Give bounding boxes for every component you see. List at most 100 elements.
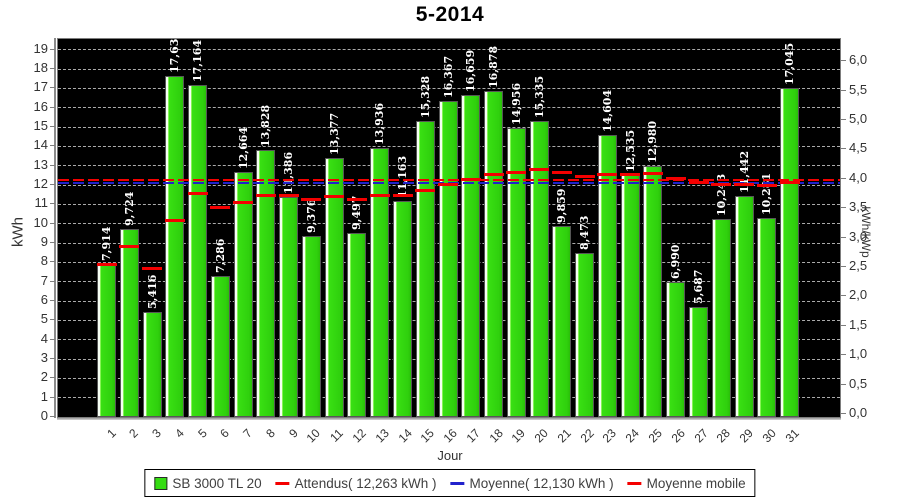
bar-value-label: 6,990 xyxy=(669,244,683,279)
y-tick-label: 17 xyxy=(33,79,48,95)
bar-value-label: 9,859 xyxy=(555,188,569,223)
x-tick-label: 9 xyxy=(285,426,301,441)
y-tick-label: 3,0 xyxy=(849,228,868,244)
moyenne-mobile-segment xyxy=(734,183,755,187)
bar-value-label: 11,386 xyxy=(282,151,296,194)
moyenne-mobile-segment xyxy=(392,194,413,198)
bar xyxy=(757,218,777,417)
bar-value-label: 15,335 xyxy=(532,75,546,118)
bar xyxy=(210,276,230,417)
x-tick-label: 12 xyxy=(349,426,369,446)
x-tick-label: 15 xyxy=(417,426,438,446)
y-tick-mark xyxy=(841,89,846,91)
x-tick-label: 2 xyxy=(126,426,142,441)
x-tick-label: 31 xyxy=(782,426,802,446)
y-tick-mark xyxy=(50,48,55,50)
legend-label: Moyenne mobile xyxy=(646,475,746,491)
bar xyxy=(552,226,572,417)
y-tick-label: 2 xyxy=(40,369,48,385)
y-tick-label: 6 xyxy=(40,292,48,308)
bar xyxy=(370,148,390,417)
x-tick-label: 30 xyxy=(759,426,779,446)
bar-value-label: 8,473 xyxy=(578,215,592,250)
y-tick-label: 1,0 xyxy=(849,346,868,362)
y-tick-label: 5 xyxy=(40,311,48,327)
bar xyxy=(643,166,663,417)
y-tick-label: 9 xyxy=(40,234,48,250)
bar-value-label: 14,956 xyxy=(509,82,523,125)
y-tick-label: 3 xyxy=(40,350,48,365)
bar-value-label: 12,535 xyxy=(623,129,637,172)
bar xyxy=(438,101,458,417)
moyenne-mobile-segment xyxy=(756,184,777,188)
y-tick-mark xyxy=(50,222,55,224)
x-tick-label: 6 xyxy=(217,426,233,441)
chart-title: 5-2014 xyxy=(415,3,485,26)
moyenne-mobile-segment xyxy=(119,245,140,249)
y-tick-mark xyxy=(841,324,846,326)
x-tick-label: 18 xyxy=(486,426,506,446)
moyenne-mobile-segment xyxy=(620,172,641,176)
moyenne-mobile-segment xyxy=(187,191,208,195)
bar xyxy=(529,121,549,417)
moyenne-mobile-segment xyxy=(301,198,322,202)
bar xyxy=(711,219,731,417)
x-tick-label: 14 xyxy=(395,426,415,446)
bar xyxy=(347,233,367,417)
moyenne-mobile-segment xyxy=(415,189,436,193)
bar xyxy=(689,307,709,417)
x-tick-label: 17 xyxy=(463,426,483,446)
bar xyxy=(279,197,299,417)
left-axis-line xyxy=(54,38,56,418)
bar xyxy=(301,236,321,417)
bar xyxy=(484,91,504,417)
x-tick-label: 24 xyxy=(622,426,643,446)
y-tick-mark xyxy=(50,261,55,263)
y-tick-label: 15 xyxy=(33,118,48,134)
bar xyxy=(780,88,800,417)
y-tick-label: 2,5 xyxy=(849,258,868,273)
y-tick-label: 0,5 xyxy=(849,375,868,391)
bar-value-label: 13,828 xyxy=(259,104,273,147)
legend: SB 3000 TL 20 Attendus( 12,263 kWh ) Moy… xyxy=(144,469,756,497)
moyenne-mobile-segment xyxy=(483,173,504,177)
bar-value-label: 13,377 xyxy=(327,112,341,155)
moyenne-mobile-segment xyxy=(164,218,185,222)
y-tick-mark xyxy=(841,60,846,62)
y-tick-mark xyxy=(841,236,846,238)
bar-value-label: 16,367 xyxy=(441,55,455,98)
y-tick-mark xyxy=(50,87,55,89)
bar-value-label: 14,604 xyxy=(600,89,614,132)
x-tick-label: 11 xyxy=(327,426,347,445)
bar-value-label: 12,980 xyxy=(646,120,660,163)
y-tick-label: 4 xyxy=(40,330,48,346)
y-tick-mark xyxy=(50,396,55,398)
y-tick-label: 19 xyxy=(33,40,48,56)
y-tick-label: 5,0 xyxy=(849,111,868,126)
x-tick-label: 10 xyxy=(303,426,324,446)
bar-value-label: 7,286 xyxy=(213,238,227,273)
x-tick-label: 25 xyxy=(645,426,665,446)
y-tick-label: 11 xyxy=(34,195,49,211)
y-tick-label: 7 xyxy=(40,272,48,288)
bar-value-label: 17,164 xyxy=(191,39,205,82)
legend-item-moyenne-mobile: Moyenne mobile xyxy=(627,475,746,491)
moyenne-mobile-segment xyxy=(369,193,390,197)
x-tick-label: 13 xyxy=(372,426,392,446)
bar-value-label: 17,632 xyxy=(168,30,182,73)
moyenne-mobile-segment xyxy=(529,168,550,172)
bar-value-label: 12,664 xyxy=(236,126,250,169)
y-tick-mark xyxy=(841,148,846,150)
moyenne-mobile-segment xyxy=(642,172,663,176)
bar-value-label: 9,724 xyxy=(122,191,136,226)
y-tick-mark xyxy=(841,413,846,414)
bar xyxy=(142,312,162,417)
x-tick-label: 26 xyxy=(668,426,688,446)
bar xyxy=(324,158,344,417)
y-tick-label: 10 xyxy=(33,214,48,230)
y-tick-mark xyxy=(841,295,846,297)
moyenne-mobile-segment xyxy=(255,194,276,198)
x-axis-title: Jour xyxy=(437,448,463,463)
moyenne-mobile-segment xyxy=(597,172,618,176)
